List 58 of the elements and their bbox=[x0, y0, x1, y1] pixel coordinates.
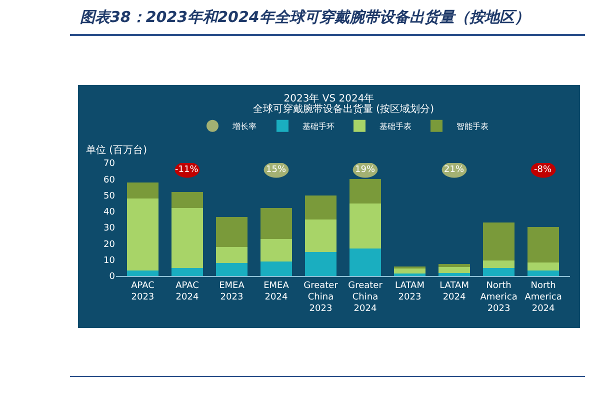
bar bbox=[528, 226, 559, 262]
annotation: 19% bbox=[355, 165, 376, 175]
y-tick-label: 0 bbox=[109, 272, 116, 282]
legend-label: 基础手表 bbox=[380, 122, 412, 132]
legend-label: 增长率 bbox=[232, 122, 256, 132]
bar bbox=[260, 238, 292, 262]
bar bbox=[483, 260, 514, 268]
bar bbox=[127, 198, 158, 270]
bar bbox=[438, 267, 470, 273]
legend-label: 智能手表 bbox=[456, 122, 488, 132]
bar bbox=[172, 192, 203, 208]
y-tick-label: 10 bbox=[104, 256, 116, 266]
y-axis-title: 单位 (百万台) bbox=[86, 144, 148, 156]
bar bbox=[350, 203, 381, 249]
x-tick-label: APAC 2023 bbox=[131, 280, 154, 302]
bar bbox=[438, 264, 470, 268]
x-tick-label: North America 2023 bbox=[480, 280, 518, 314]
legend-label: 基础手环 bbox=[302, 122, 334, 132]
y-tick-label: 70 bbox=[104, 159, 116, 170]
bar bbox=[127, 182, 158, 199]
bar bbox=[216, 246, 248, 264]
bar bbox=[172, 208, 203, 268]
y-tick-label: 30 bbox=[104, 224, 116, 234]
bar bbox=[260, 261, 292, 276]
chart-title: 图表38：2023年和2024年全球可穿戴腕带设备出货量（按地区） bbox=[80, 8, 530, 27]
annotation: -11% bbox=[175, 165, 199, 175]
x-tick-label: North America 2024 bbox=[524, 280, 562, 314]
text: 全球可穿戴腕带设备出货量 (按区域划分) bbox=[253, 103, 434, 115]
annotation: -8% bbox=[534, 165, 552, 175]
x-tick-label: LATAM 2023 bbox=[395, 280, 424, 302]
bar bbox=[483, 222, 514, 261]
y-tick-label: 60 bbox=[104, 175, 116, 186]
x-tick-label: APAC 2024 bbox=[176, 280, 199, 302]
bar bbox=[305, 252, 336, 276]
y-tick-label: 20 bbox=[104, 240, 116, 250]
x-tick-label: EMEA 2023 bbox=[219, 280, 246, 302]
bar bbox=[350, 248, 381, 276]
y-tick-label: 40 bbox=[104, 208, 116, 218]
bar bbox=[528, 262, 559, 270]
bar bbox=[483, 268, 514, 276]
bar bbox=[305, 220, 336, 252]
bar bbox=[127, 270, 158, 276]
bar bbox=[438, 272, 470, 276]
annotation: 15% bbox=[266, 165, 286, 175]
y-tick-label: 50 bbox=[104, 191, 116, 202]
bar bbox=[305, 195, 336, 220]
x-tick-label: Greater China 2023 bbox=[304, 280, 338, 314]
x-tick-label: LATAM 2024 bbox=[440, 280, 469, 302]
annotation: 21% bbox=[444, 165, 464, 175]
bar bbox=[172, 268, 203, 276]
bar bbox=[528, 270, 559, 276]
bar bbox=[216, 217, 248, 247]
x-tick-label: Greater China 2024 bbox=[348, 280, 383, 314]
bar bbox=[394, 268, 426, 274]
bar bbox=[216, 263, 248, 276]
x-tick-label: EMEA 2024 bbox=[264, 280, 290, 302]
chart-subtitle: 2023年 VS 2024年 bbox=[284, 92, 374, 105]
bar bbox=[260, 208, 292, 239]
